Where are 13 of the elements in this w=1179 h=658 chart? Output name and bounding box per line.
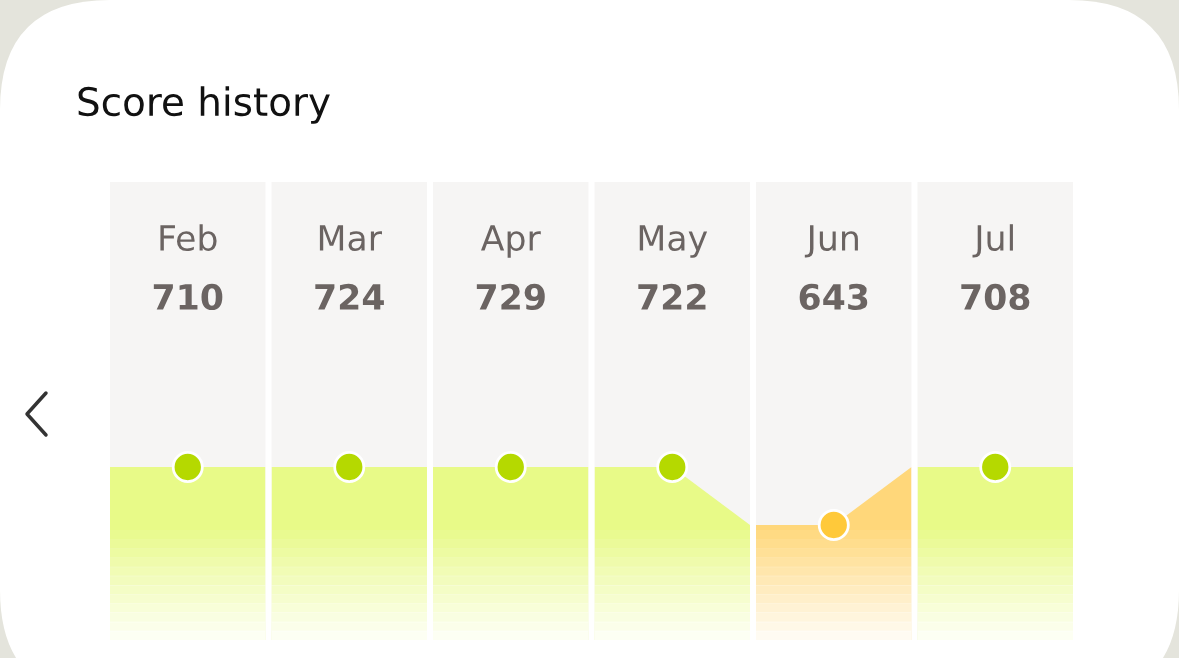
category-label: Apr — [480, 225, 541, 258]
category-label: Jun — [804, 225, 858, 258]
category-label: May — [639, 225, 708, 258]
data-label: 724 — [315, 283, 384, 310]
data-label: 708 — [961, 283, 1030, 311]
category-label: Mar — [319, 225, 382, 252]
data-label: 643 — [799, 283, 868, 311]
category-label: Feb — [160, 224, 217, 252]
data-label: 710 — [153, 283, 223, 311]
category-label: Jul — [972, 224, 1013, 258]
data-label: 729 — [476, 283, 545, 311]
data-label: 722 — [638, 283, 706, 310]
text: Score history — [78, 86, 330, 124]
